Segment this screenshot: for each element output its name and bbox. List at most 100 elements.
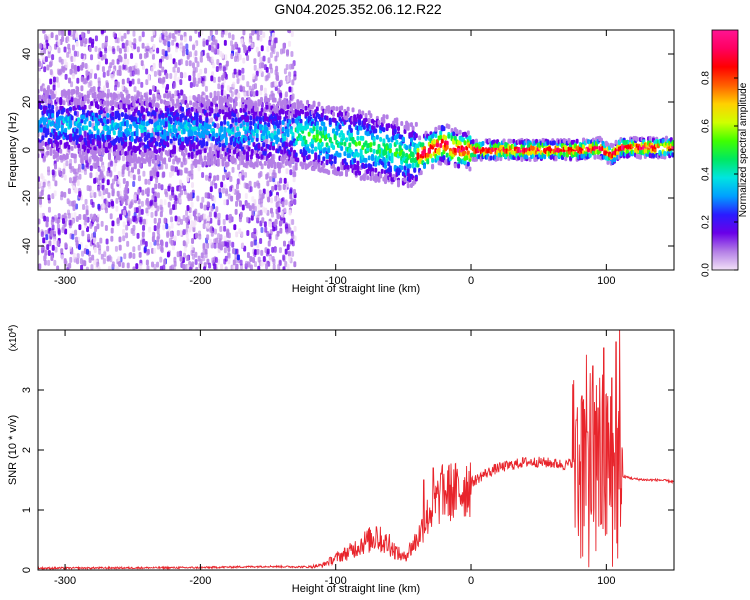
spectrogram-cell: [235, 183, 239, 190]
spectrogram-cell: [245, 117, 249, 123]
spectrogram-cell: [131, 65, 135, 72]
spectrogram-cell: [49, 150, 53, 156]
spectrogram-cell: [356, 135, 360, 141]
spectrogram-cell: [85, 161, 89, 168]
spectrogram-cell: [126, 77, 130, 84]
spectrogram-cell: [241, 204, 245, 211]
spectrogram-cell: [217, 217, 221, 224]
spectrogram-cell: [291, 93, 295, 100]
spectrogram-cell: [166, 83, 170, 90]
spectrogram-cell: [101, 164, 105, 171]
spectrogram-cell: [171, 32, 175, 39]
spectrogram-cell: [58, 169, 62, 176]
spectrogram-cell: [110, 227, 114, 234]
spectrogram-cell: [156, 228, 160, 235]
spectrogram-cell: [163, 93, 167, 99]
spectrogram-cell: [126, 46, 130, 53]
spectrogram-cell: [217, 76, 221, 83]
spectrogram-cell: [345, 137, 349, 143]
spectrogram-cell: [89, 172, 93, 179]
spectrogram-cell: [118, 54, 122, 61]
spectrogram-cell: [273, 37, 277, 44]
spectrogram-cell: [85, 116, 89, 122]
spectrogram-cell: [45, 234, 49, 241]
spectrogram-cell: [288, 119, 292, 125]
spectrogram-cell: [103, 100, 107, 106]
spectrogram-cell: [142, 218, 146, 225]
spectrogram-cell: [134, 62, 138, 69]
spectrogram-cell: [171, 98, 175, 104]
spectrogram-cell: [99, 237, 103, 244]
spectrogram-cell: [91, 254, 95, 261]
spectrogram-cell: [159, 256, 163, 263]
spectrogram-cell: [369, 147, 373, 153]
spectrogram-cell: [203, 148, 207, 154]
spectrogram-cell: [120, 111, 124, 117]
spectrogram-cell: [186, 205, 190, 212]
spectrogram-cell: [315, 125, 319, 131]
spectrogram-cell: [48, 240, 52, 247]
spectrogram-cell: [222, 219, 226, 226]
spectrogram-cell: [281, 201, 285, 208]
spectrogram-cell: [241, 67, 245, 74]
spectrogram-cell: [55, 152, 59, 158]
spectrogram-cell: [56, 81, 60, 88]
spectrogram-cell: [129, 141, 133, 147]
spectrogram-cell: [38, 58, 41, 65]
spectrogram-cell: [170, 216, 174, 223]
spectrogram-cell: [103, 92, 107, 98]
spectrogram-cell: [280, 149, 284, 155]
spectrogram-cell: [185, 209, 189, 216]
spectrogram-cell: [205, 117, 209, 123]
spectrogram-cell: [103, 85, 107, 92]
spectrogram-cell: [205, 174, 209, 181]
spectrogram-cell: [293, 70, 297, 77]
spectrogram-cell: [117, 115, 121, 121]
spectrogram-cell: [124, 150, 128, 156]
spectrogram-cell: [122, 235, 126, 242]
spectrogram-cell: [217, 83, 221, 90]
spectrogram-cell: [106, 119, 110, 125]
spectrogram-cell: [262, 31, 266, 38]
spectrogram-cell: [223, 39, 227, 46]
spectrogram-cell: [149, 170, 153, 177]
spectrogram-cell: [210, 159, 214, 165]
spectrogram-cell: [212, 76, 216, 83]
spectrogram-cell: [130, 52, 134, 59]
spectrogram-cell: [278, 115, 282, 121]
spectrogram-cell: [52, 84, 56, 91]
spectrogram-cell: [94, 176, 98, 183]
spectrogram-cell: [106, 179, 110, 186]
spectrogram-cell: [264, 207, 268, 214]
spectrogram-cell: [282, 266, 286, 270]
spectrogram-cell: [90, 100, 94, 106]
spectrogram-cell: [122, 221, 126, 228]
spectrogram-cell: [382, 127, 386, 133]
spectrogram-cell: [242, 149, 246, 155]
spectrogram-cell: [362, 124, 366, 130]
spectrogram-cell: [75, 128, 79, 134]
spectrogram-cell: [231, 126, 235, 132]
spectrogram-cell: [291, 117, 295, 123]
spectrogram-cell: [232, 157, 236, 163]
spectrogram-cell: [315, 106, 319, 112]
spectrogram-cell: [142, 224, 146, 231]
spectrogram-cell: [69, 212, 73, 219]
spectrogram-cell: [55, 141, 59, 147]
spectrogram-cell: [237, 92, 241, 99]
spectrogram-cell: [138, 162, 142, 169]
spectrogram-cell: [287, 250, 291, 257]
spectrogram-cell: [406, 125, 410, 131]
spectrogram-cell: [235, 263, 239, 270]
spectrogram-cell: [83, 104, 87, 110]
spectrogram-cells: [38, 30, 674, 270]
spectrogram-cell: [286, 49, 290, 56]
spectrogram-cell: [225, 241, 229, 248]
spectrogram-cell: [93, 191, 97, 198]
spectrogram-cell: [98, 174, 102, 181]
spectrogram-cell: [170, 264, 174, 270]
spectrogram-cell: [101, 150, 105, 156]
spectrogram-cell: [140, 81, 144, 88]
spectrogram-cell: [80, 159, 84, 166]
spectrogram-cell: [155, 177, 159, 184]
